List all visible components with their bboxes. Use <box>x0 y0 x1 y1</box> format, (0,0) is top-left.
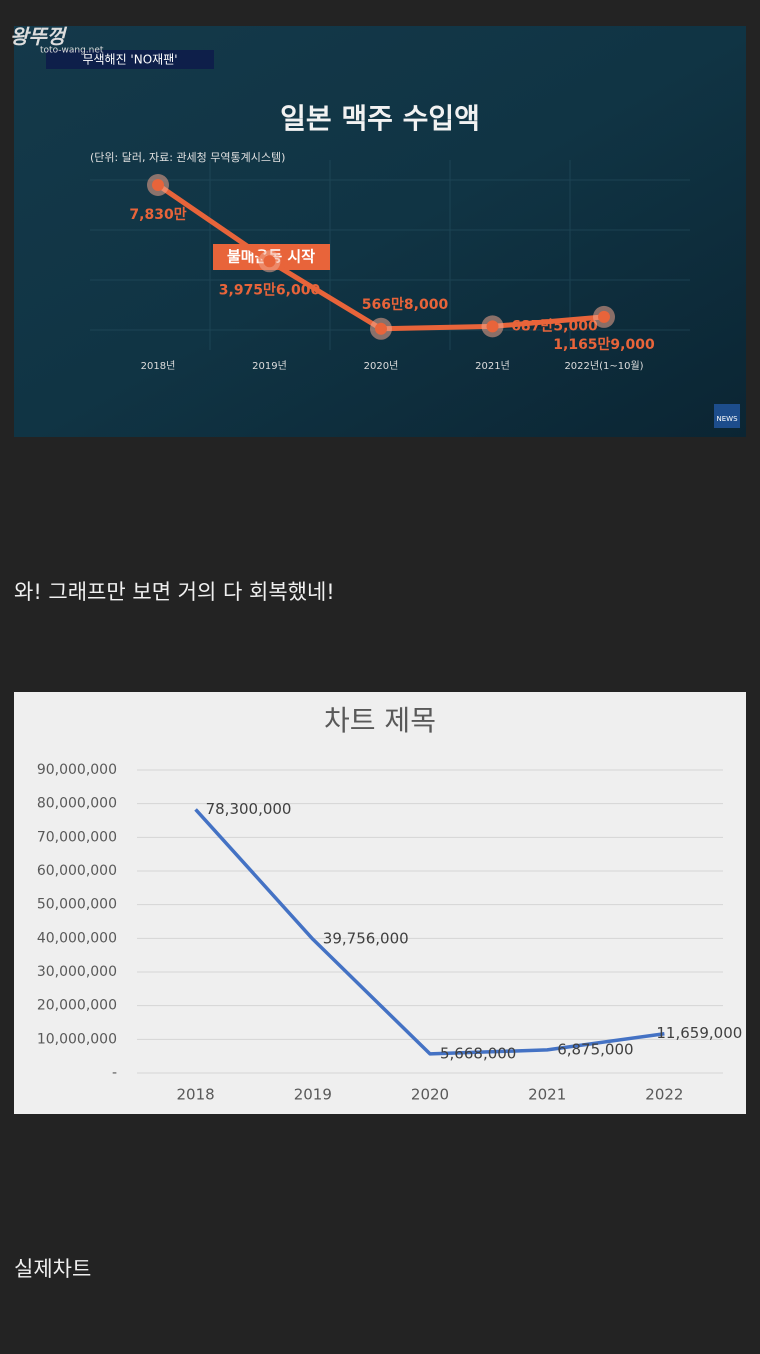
data-label: 7,830만 <box>129 207 186 223</box>
y-tick-label: 10,000,000 <box>37 1031 117 1047</box>
watermark-logo: 왕뚜껑 <box>10 25 68 49</box>
x-tick-label: 2019 <box>294 1086 332 1104</box>
data-label: 566만8,000 <box>362 297 449 313</box>
news-image <box>14 26 746 437</box>
y-tick-label: 50,000,000 <box>37 897 117 913</box>
excel-chart <box>14 692 746 1114</box>
y-tick-label: 40,000,000 <box>37 930 117 946</box>
line <box>194 808 665 1056</box>
data-label: 3,975만6,000 <box>219 282 321 298</box>
x-tick-label: 2022년(1~10월) <box>564 360 643 372</box>
x-tick-label: 2020년 <box>364 360 399 372</box>
x-tick-label: 2022 <box>645 1086 683 1104</box>
caption: 실제차트 <box>14 1257 91 1281</box>
data-label: 11,659,000 <box>656 1024 742 1042</box>
marker <box>486 320 499 333</box>
x-tick-label: 2018 <box>177 1086 215 1104</box>
marker <box>598 310 610 323</box>
y-tick-label: 80,000,000 <box>37 796 117 812</box>
news-logo: NEWS <box>716 415 738 423</box>
x-tick-label: 2021년 <box>475 360 510 372</box>
y-tick-label: 70,000,000 <box>37 829 117 845</box>
y-tick-label: 20,000,000 <box>37 998 117 1014</box>
marker <box>152 179 164 191</box>
news-logo-box <box>714 404 740 428</box>
news-chart-title: 일본 맥주 수입액 <box>280 102 480 135</box>
y-tick-label: - <box>112 1065 117 1081</box>
data-label: 6,875,000 <box>557 1040 633 1058</box>
caption: 와! 그래프만 보면 거의 다 회복했네! <box>14 580 335 604</box>
data-label: 5,668,000 <box>440 1044 516 1062</box>
y-tick-label: 30,000,000 <box>37 964 117 980</box>
data-label: 1,165만9,000 <box>553 337 655 353</box>
y-tick-label: 90,000,000 <box>37 762 117 778</box>
data-label: 687만5,000 <box>511 318 598 334</box>
news-tag-box <box>46 50 214 69</box>
x-tick-label: 2018년 <box>141 360 176 372</box>
x-tick-label: 2020 <box>411 1086 449 1104</box>
y-tick-label: 60,000,000 <box>37 863 117 879</box>
x-tick-label: 2021 <box>528 1086 566 1104</box>
news-chart-subtitle: (단위: 달러, 자료: 관세청 무역통계시스템) <box>90 151 285 164</box>
chart-title: 차트 제목 <box>324 704 436 737</box>
marker <box>375 322 387 335</box>
marker <box>263 255 276 268</box>
data-label: 78,300,000 <box>206 800 292 818</box>
x-tick-label: 2019년 <box>252 360 287 372</box>
watermark-site: toto-wang.net <box>40 46 104 56</box>
news-tag: 무색해진 'NO재팬' <box>82 53 177 67</box>
data-label: 39,756,000 <box>323 930 409 948</box>
